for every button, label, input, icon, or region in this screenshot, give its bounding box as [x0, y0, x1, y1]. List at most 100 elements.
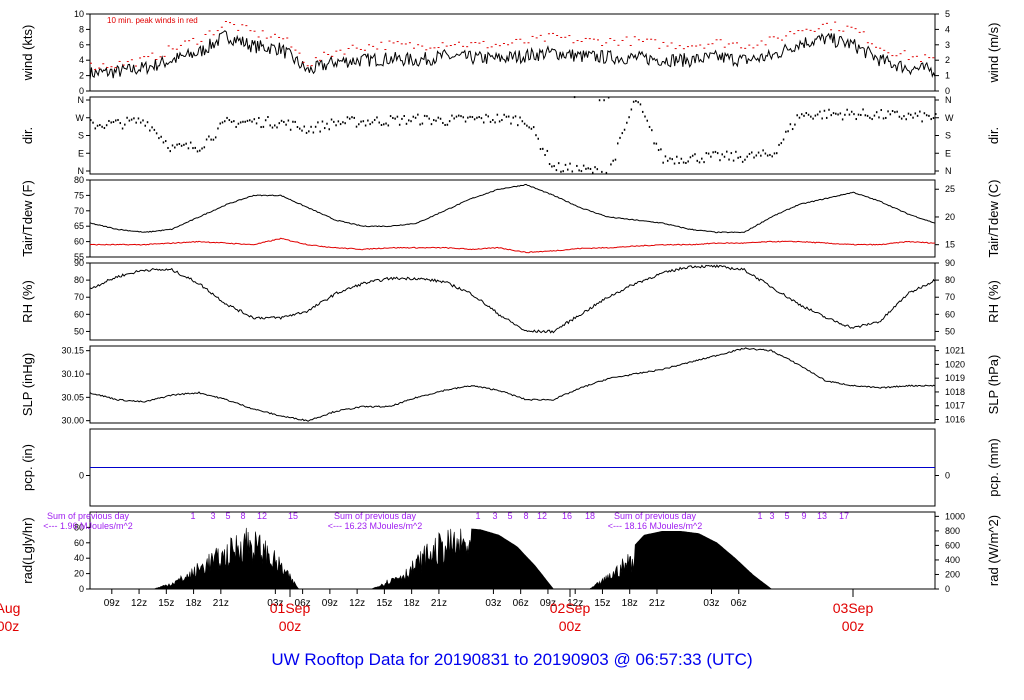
- rh-series-rh: [89, 264, 936, 334]
- temp-series-tdew: [89, 237, 936, 254]
- temp-left-tick-label: 55: [74, 252, 84, 262]
- x-tick-label: 09z: [322, 598, 338, 609]
- rad-right-tick-label: 600: [945, 540, 960, 550]
- peak-wind-note: 10 min. peak winds in red: [107, 16, 198, 25]
- x-tick-label: 18z: [186, 598, 202, 609]
- wind-left-tick-label: 8: [79, 24, 84, 34]
- wind-left-tick-label: 2: [79, 71, 84, 81]
- dir-left-tick-label: W: [76, 113, 85, 123]
- sun-hour-label: 3: [769, 511, 774, 521]
- x-tick-label: 06z: [513, 598, 529, 609]
- x-tick-label: 12z: [349, 598, 365, 609]
- rad-right-tick-label: 200: [945, 569, 960, 579]
- sun-hour-label: 8: [523, 511, 528, 521]
- rad-left-tick-label: 20: [74, 569, 84, 579]
- sun-hour-label: 3: [210, 511, 215, 521]
- wind-left-tick-label: 6: [79, 40, 84, 50]
- slp-ylabel-left: SLP (inHg): [20, 353, 35, 416]
- x-tick-label: 06z: [295, 598, 311, 609]
- wind-left-tick-label: 0: [79, 86, 84, 96]
- sun-hour-label: 1: [757, 511, 762, 521]
- dir-right-tick-label: E: [945, 148, 951, 158]
- temp-series-tair: [89, 183, 936, 234]
- rh-right-tick-label: 50: [945, 326, 955, 336]
- day-label-hour: 00z: [279, 618, 302, 634]
- x-axis: 09z 12z 15z 18z 21z 03z 06z 09z 12z 15z 18z 21z 03z 0…: [0, 589, 873, 634]
- rh-right-tick-label: 70: [945, 292, 955, 302]
- day-label-date: 03Sep: [833, 600, 874, 616]
- rad-right-tick-label: 800: [945, 526, 960, 536]
- temp-ylabel-right: Tair/Tdew (C): [986, 179, 1001, 257]
- x-tick-label: 03z: [703, 598, 719, 609]
- x-tick-label: 06z: [731, 598, 747, 609]
- wind-right-tick-label: 4: [945, 24, 950, 34]
- sun-hour-label: 1: [190, 511, 195, 521]
- wind-panel: 0 2 4 6 8 10 0 1 2 3 4 5 wind (kts) wind (m/s) 10 min.…: [20, 9, 1001, 96]
- rh-right-tick-label: 80: [945, 275, 955, 285]
- pcp-ylabel-left: pcp. (in): [20, 444, 35, 491]
- dir-left-tick-label: S: [78, 131, 84, 141]
- wind-right-tick-label: 1: [945, 71, 950, 81]
- slp-right-tick-label: 1016: [945, 415, 965, 425]
- temp-frame: [89, 179, 936, 258]
- x-tick-label: 12z: [567, 598, 583, 609]
- wind-series-wind: [89, 30, 936, 81]
- x-tick-label: 15z: [158, 598, 174, 609]
- rh-right-tick-label: 90: [945, 258, 955, 268]
- wind-frame: [89, 13, 936, 92]
- x-tick-label: 03z: [267, 598, 283, 609]
- pcp-right-tick-label: 0: [945, 471, 950, 481]
- slp-left-tick-label: 30.00: [61, 416, 84, 426]
- x-tick-label: 15z: [376, 598, 392, 609]
- temp-left-tick-label: 70: [74, 206, 84, 216]
- dir-right-tick-label: S: [945, 131, 951, 141]
- slp-right-tick-label: 1018: [945, 387, 965, 397]
- rh-left-tick-label: 60: [74, 309, 84, 319]
- rh-ylabel-left: RH (%): [20, 280, 35, 323]
- dir-frame: [89, 96, 936, 175]
- sun-hour-label: 8: [240, 511, 245, 521]
- temp-left-tick-label: 80: [74, 175, 84, 185]
- x-tick-label: 21z: [431, 598, 447, 609]
- rad-right-tick-label: 1000: [945, 511, 965, 521]
- x-tick-label: 18z: [622, 598, 638, 609]
- slp-left-tick-label: 30.10: [61, 369, 84, 379]
- rad-left-tick-label: 0: [79, 584, 84, 594]
- day-label-date: 02Sep: [550, 600, 591, 616]
- slp-left-tick-label: 30.15: [61, 346, 84, 356]
- wind-right-tick-label: 0: [945, 86, 950, 96]
- daily-total-value: <--- 1.96 MJoules/m^2: [43, 521, 133, 531]
- dir-ylabel-right: dir.: [986, 127, 1001, 144]
- rad-right-tick-label: 0: [945, 584, 950, 594]
- rh-panel: 50 60 70 80 90 50 60 70 80 90 RH (%) RH (%): [20, 258, 1001, 341]
- sun-hour-label: 5: [225, 511, 230, 521]
- temp-left-tick-label: 65: [74, 221, 84, 231]
- slp-panel: 30.00 30.05 30.10 30.15 1016 1017 1018 1019 1020…: [20, 345, 1001, 426]
- wind-left-tick-label: 4: [79, 55, 84, 65]
- wind-right-tick-label: 5: [945, 9, 950, 19]
- x-tick-label: 09z: [540, 598, 556, 609]
- sun-hour-label: 5: [507, 511, 512, 521]
- dir-ylabel-left: dir.: [20, 127, 35, 144]
- wind-ylabel-right: wind (m/s): [986, 23, 1001, 84]
- slp-right-tick-label: 1021: [945, 346, 965, 356]
- sun-hour-label: 5: [784, 511, 789, 521]
- rh-frame: [89, 262, 936, 341]
- sun-hour-label: 15: [288, 511, 298, 521]
- rh-left-tick-label: 50: [74, 326, 84, 336]
- dir-right-tick-label: W: [945, 113, 954, 123]
- daily-total-value: <--- 18.16 MJoules/m^2: [608, 521, 703, 531]
- sun-hour-label: 9: [801, 511, 806, 521]
- temp-ylabel-left: Tair/Tdew (F): [20, 180, 35, 257]
- day-label-hour: 00z: [0, 618, 19, 634]
- x-tick-label: 15z: [594, 598, 610, 609]
- slp-right-tick-label: 1020: [945, 359, 965, 369]
- rad-left-tick-label: 80: [74, 522, 84, 532]
- sun-hour-label: 18: [585, 511, 595, 521]
- slp-series-slp: [89, 347, 936, 422]
- daily-total-heading: Sum of previous day: [334, 511, 417, 521]
- x-tick-label: 12z: [131, 598, 147, 609]
- rh-ylabel-right: RH (%): [986, 280, 1001, 323]
